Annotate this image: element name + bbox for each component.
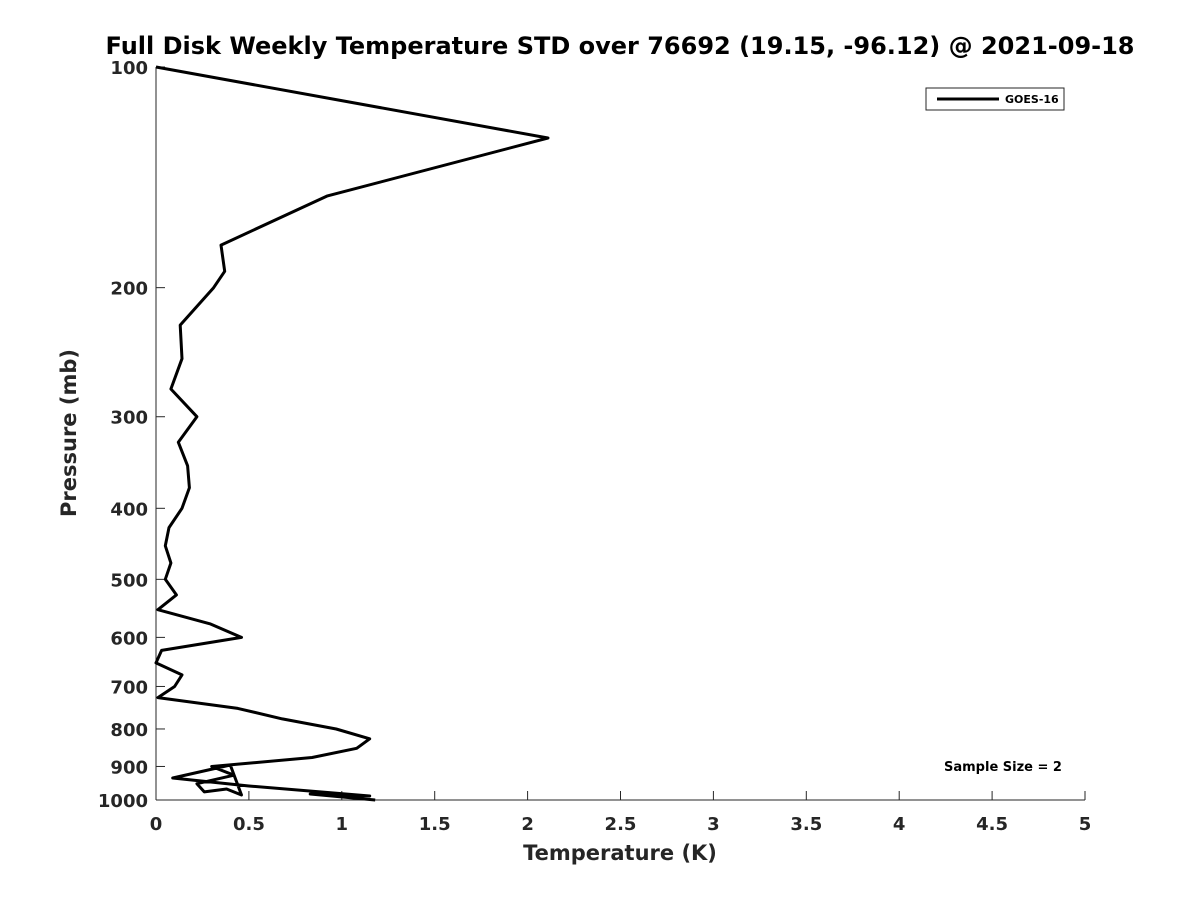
- x-axis-label: Temperature (K): [523, 841, 717, 865]
- y-tick-label: 300: [110, 408, 148, 429]
- x-ticks: 0 0.5 1 1.5 2 2.5 3 3.5 4 4.5 5: [150, 791, 1092, 835]
- y-tick-label: 500: [110, 570, 148, 591]
- legend-entry-goes-16: GOES-16: [1005, 93, 1059, 106]
- x-tick-label: 3.5: [790, 814, 822, 835]
- x-tick-label: 2.5: [605, 814, 637, 835]
- chart-title: Full Disk Weekly Temperature STD over 76…: [106, 32, 1135, 60]
- series-line-goes-16: [154, 65, 550, 802]
- x-tick-label: 3: [707, 814, 720, 835]
- x-tick-label: 0: [150, 814, 163, 835]
- x-tick-label: 4: [893, 814, 906, 835]
- x-tick-label: 1.5: [419, 814, 451, 835]
- y-tick-label: 800: [110, 720, 148, 741]
- y-tick-label: 900: [110, 757, 148, 778]
- x-tick-label: 5: [1079, 814, 1092, 835]
- legend: GOES-16: [925, 87, 1065, 111]
- y-ticks: 100 200 300 400 500 600 700 800 900 1000: [98, 58, 165, 812]
- x-tick-label: 4.5: [976, 814, 1008, 835]
- y-tick-label: 1000: [98, 791, 148, 812]
- y-tick-label: 100: [110, 58, 148, 79]
- y-tick-label: 700: [110, 677, 148, 698]
- x-tick-label: 0.5: [233, 814, 265, 835]
- y-tick-label: 200: [110, 279, 148, 300]
- y-tick-label: 600: [110, 628, 148, 649]
- sample-size-annotation: Sample Size = 2: [944, 760, 1062, 775]
- y-axis-label: Pressure (mb): [57, 349, 81, 517]
- x-tick-label: 1: [336, 814, 349, 835]
- x-tick-label: 2: [521, 814, 534, 835]
- y-tick-label: 400: [110, 499, 148, 520]
